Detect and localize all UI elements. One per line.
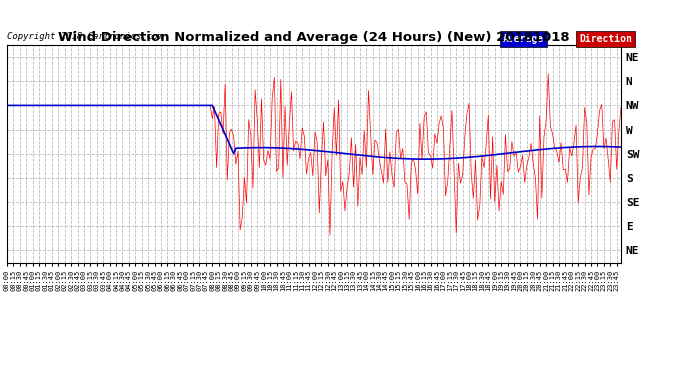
Text: Direction: Direction: [580, 34, 632, 44]
Text: Copyright 2018 Cartronics.com: Copyright 2018 Cartronics.com: [7, 32, 163, 41]
Text: Average: Average: [503, 34, 544, 44]
Title: Wind Direction Normalized and Average (24 Hours) (New) 20181018: Wind Direction Normalized and Average (2…: [58, 31, 570, 44]
